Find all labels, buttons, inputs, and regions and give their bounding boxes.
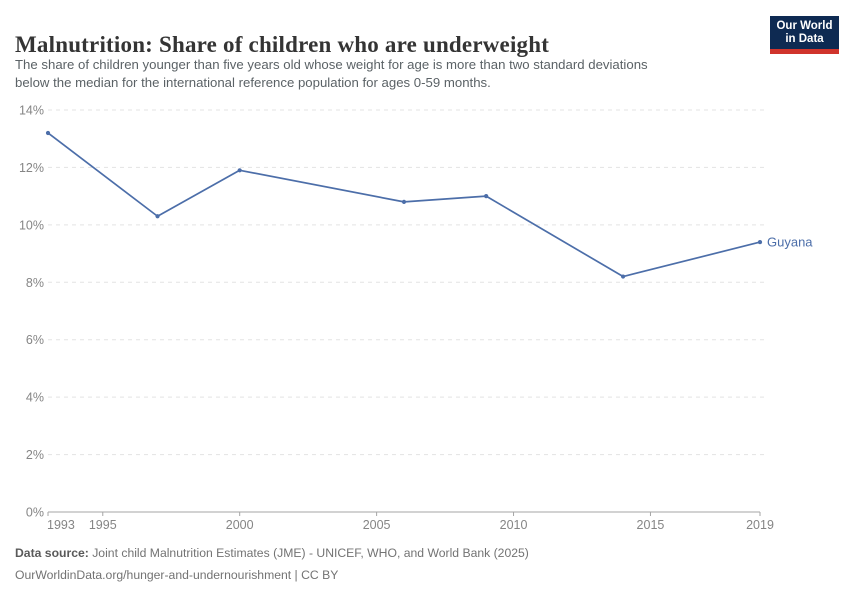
data-point[interactable] bbox=[45, 130, 51, 136]
data-point[interactable] bbox=[401, 199, 407, 204]
x-tick-label: 1993 bbox=[47, 518, 75, 532]
owid-logo-line2: in Data bbox=[785, 33, 824, 45]
y-tick-label: 2% bbox=[26, 448, 44, 462]
owid-logo-line1: Our World bbox=[776, 20, 833, 32]
y-tick-label: 8% bbox=[26, 276, 44, 290]
chart-footer: Data source: Joint child Malnutrition Es… bbox=[15, 543, 815, 586]
chart-subtitle-line2: below the median for the international r… bbox=[15, 75, 491, 90]
x-tick-label: 2019 bbox=[746, 518, 774, 532]
data-source-text: Joint child Malnutrition Estimates (JME)… bbox=[88, 546, 529, 560]
y-tick-label: 10% bbox=[19, 218, 44, 232]
x-tick-label: 2005 bbox=[363, 518, 391, 532]
x-tick-label: 2000 bbox=[226, 518, 254, 532]
x-tick-label: 2015 bbox=[637, 518, 665, 532]
data-source-line: Data source: Joint child Malnutrition Es… bbox=[15, 543, 815, 565]
y-tick-label: 6% bbox=[26, 333, 44, 347]
y-tick-label: 0% bbox=[26, 506, 44, 520]
data-point[interactable] bbox=[757, 239, 763, 245]
x-tick-label: 1995 bbox=[89, 518, 117, 532]
trend-line[interactable] bbox=[47, 132, 761, 278]
y-tick-label: 14% bbox=[19, 104, 44, 118]
data-point[interactable] bbox=[237, 168, 242, 173]
x-tick-label: 2010 bbox=[500, 518, 528, 532]
y-tick-label: 12% bbox=[19, 161, 44, 175]
data-source-label: Data source: bbox=[15, 546, 89, 560]
chart-svg: 0% 2% 4% 6% 8% 10% 12% 14% 1993 1995 2000 2005 2010 2… bbox=[19, 104, 813, 533]
attribution-line: OurWorldinData.org/hunger-and-undernouri… bbox=[15, 567, 339, 582]
series-end-label: Guyana bbox=[767, 235, 813, 250]
data-point[interactable] bbox=[155, 214, 160, 219]
data-point[interactable] bbox=[484, 194, 489, 199]
chart-subtitle: The share of children younger than five … bbox=[15, 56, 775, 92]
y-tick-label: 4% bbox=[26, 391, 44, 405]
chart-subtitle-line1: The share of children younger than five … bbox=[15, 57, 648, 72]
page-title: Malnutrition: Share of children who are … bbox=[15, 32, 550, 58]
data-point[interactable] bbox=[620, 274, 626, 279]
owid-logo[interactable]: Our World in Data bbox=[770, 16, 839, 54]
